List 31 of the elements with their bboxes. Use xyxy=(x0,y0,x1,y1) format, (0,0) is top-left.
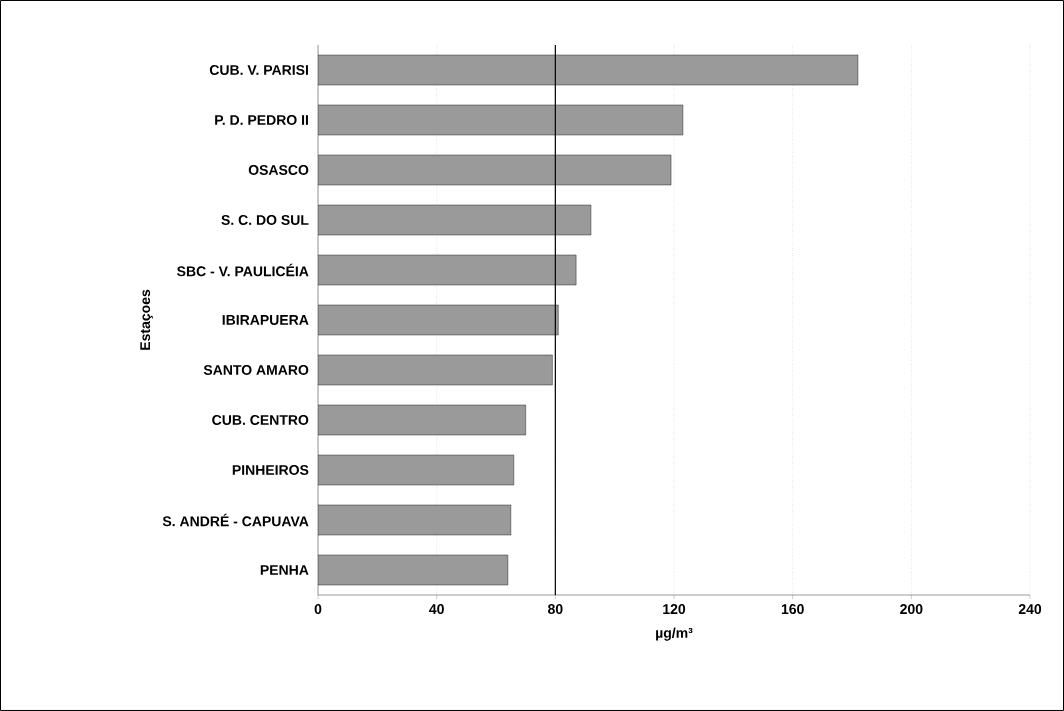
bar xyxy=(318,404,526,436)
y-tick-label: SANTO AMARO xyxy=(203,365,309,375)
x-tick-label: 80 xyxy=(547,604,563,615)
y-tick-label: S. ANDRÉ - CAPUAVA xyxy=(162,513,309,527)
x-axis-title: µg/m³ xyxy=(656,627,693,641)
x-tick-label: 200 xyxy=(900,604,923,615)
y-tick-label: OSASCO xyxy=(248,165,309,175)
bar xyxy=(318,104,684,136)
y-tick-label: SBC - V. PAULICÉIA xyxy=(177,263,309,277)
bar xyxy=(318,204,592,236)
y-tick-label: PENHA xyxy=(260,565,309,575)
y-tick-label: CUB. V. PARISI xyxy=(209,65,308,75)
y-tick-label: CUB. CENTRO xyxy=(212,415,309,425)
bar xyxy=(318,154,672,186)
y-tick-label: IBIRAPUERA xyxy=(222,315,309,325)
x-tick-label: 240 xyxy=(1018,604,1042,615)
y-tick-label: S. C. DO SUL xyxy=(221,215,309,225)
y-tick-label: P. D. PEDRO II xyxy=(215,115,308,125)
x-tick-label: 120 xyxy=(663,604,686,615)
bar xyxy=(318,354,553,386)
x-tick-label: 40 xyxy=(429,604,444,615)
x-tick-label: 160 xyxy=(781,604,804,615)
x-tick-label: 0 xyxy=(314,604,322,615)
bar xyxy=(318,54,859,86)
y-tick-label: PINHEIROS xyxy=(232,465,309,475)
bar xyxy=(318,304,559,336)
y-axis-title: Estaçoes xyxy=(140,289,153,350)
bar xyxy=(318,504,512,536)
bar xyxy=(318,254,577,286)
bar xyxy=(318,554,509,586)
bar xyxy=(318,454,515,486)
